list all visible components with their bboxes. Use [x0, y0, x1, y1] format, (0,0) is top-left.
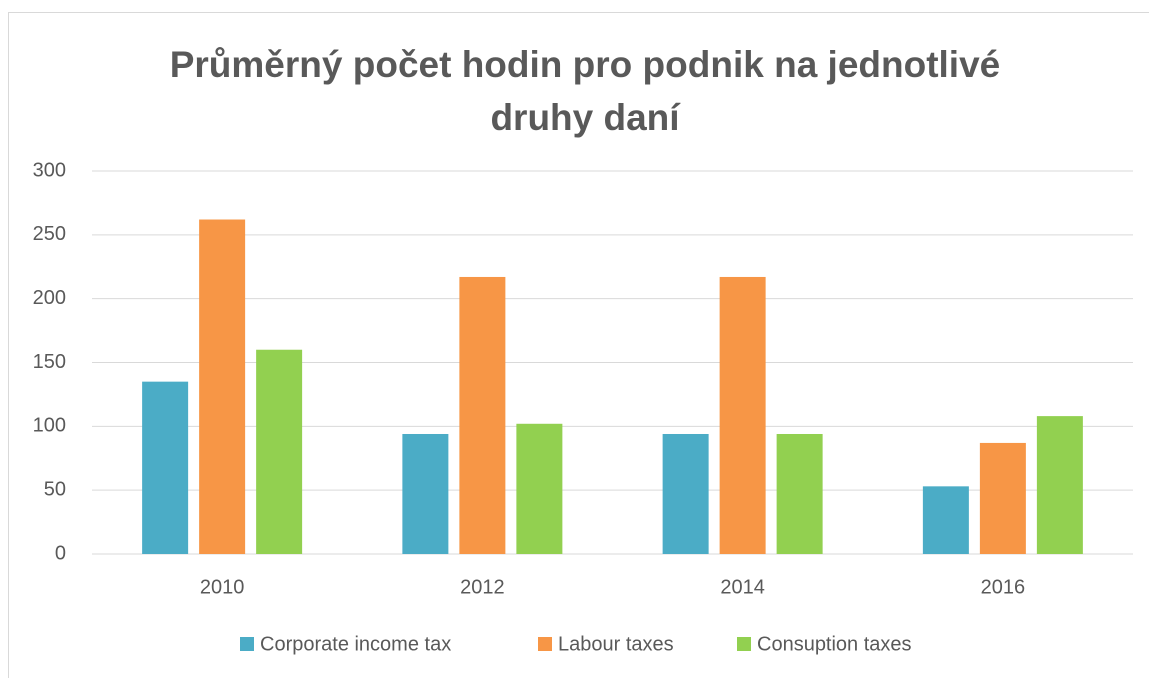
- legend-swatch: [538, 637, 552, 651]
- y-tick-label: 300: [33, 159, 66, 181]
- bar: [719, 276, 766, 554]
- y-tick-label: 100: [33, 415, 66, 437]
- x-tick-label: 2014: [720, 576, 765, 598]
- bar: [979, 442, 1026, 554]
- x-tick-label: 2010: [200, 576, 245, 598]
- y-tick-label: 200: [33, 287, 66, 309]
- legend-label: Consuption taxes: [757, 633, 912, 655]
- bar: [776, 433, 823, 554]
- x-tick-label: 2012: [460, 576, 505, 598]
- legend-label: Corporate income tax: [260, 633, 451, 655]
- bar: [256, 349, 303, 554]
- chart-border: [8, 12, 1149, 678]
- x-tick-label: 2016: [981, 576, 1026, 598]
- legend-swatch: [737, 637, 751, 651]
- bar: [142, 381, 189, 554]
- bar: [662, 433, 709, 554]
- legend-swatch: [240, 637, 254, 651]
- legend-label: Labour taxes: [558, 633, 674, 655]
- y-tick-label: 150: [33, 351, 66, 373]
- bar: [516, 423, 563, 554]
- chart-title: Průměrný počet hodin pro podnik na jedno…: [169, 44, 1001, 138]
- y-tick-label: 0: [55, 542, 66, 564]
- bar: [402, 433, 449, 554]
- bar: [199, 219, 246, 554]
- bar: [459, 276, 506, 554]
- y-tick-label: 250: [33, 223, 66, 245]
- y-tick-label: 50: [44, 478, 66, 500]
- bar: [1036, 416, 1083, 554]
- bar: [922, 486, 969, 554]
